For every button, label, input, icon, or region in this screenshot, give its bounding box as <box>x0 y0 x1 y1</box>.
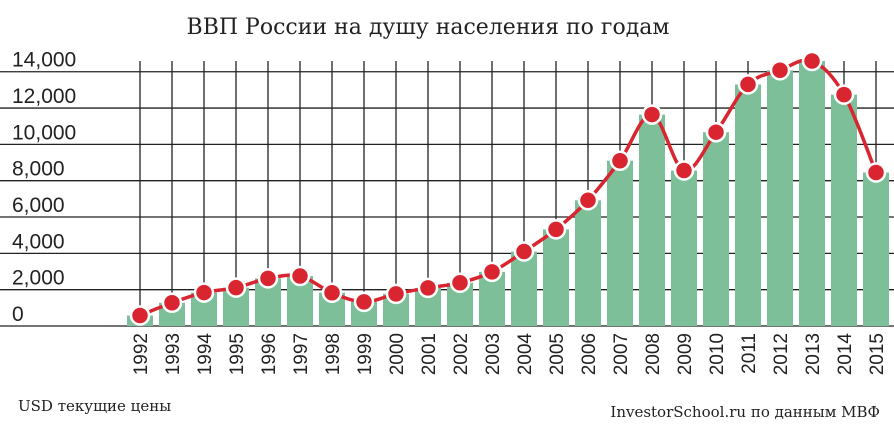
y-tick-label: 6,000 <box>12 194 65 217</box>
data-point <box>577 190 599 211</box>
y-tick-label: 0 <box>12 303 24 326</box>
data-point <box>321 282 343 304</box>
y-tick-label: 2,000 <box>12 267 65 290</box>
data-point <box>609 150 631 171</box>
x-tick-label: 1994 <box>195 333 216 376</box>
data-point <box>129 305 151 326</box>
unit-note: USD текущие цены <box>18 397 171 415</box>
bar <box>831 94 857 327</box>
bar <box>511 251 537 326</box>
x-tick-label: 2011 <box>739 333 760 374</box>
bar <box>863 172 889 326</box>
x-tick-label: 2005 <box>547 333 568 375</box>
data-point <box>417 277 439 299</box>
bar <box>799 61 825 326</box>
data-point <box>449 272 471 294</box>
x-tick-label: 2003 <box>483 333 504 375</box>
source-note: InvestorSchool.ru по данным МВФ <box>610 403 880 421</box>
y-tick-label: 14,000 <box>12 49 76 72</box>
x-tick-label: 2010 <box>707 333 728 375</box>
y-tick-label: 8,000 <box>12 158 65 181</box>
data-point <box>865 162 887 183</box>
x-tick-label: 1999 <box>355 333 376 375</box>
data-point <box>705 121 727 143</box>
data-point <box>193 282 215 303</box>
bar <box>767 70 793 327</box>
bar <box>639 114 665 326</box>
x-tick-label: 1993 <box>163 333 184 375</box>
x-tick-label: 1995 <box>227 333 248 375</box>
y-tick-label: 4,000 <box>12 230 65 253</box>
x-tick-label: 2008 <box>643 333 664 375</box>
x-tick-label: 2014 <box>835 333 856 376</box>
x-tick-label: 2001 <box>419 333 440 375</box>
x-tick-label: 1998 <box>323 333 344 375</box>
y-tick-label: 10,000 <box>12 121 76 144</box>
bar <box>671 170 697 326</box>
data-point <box>673 160 695 181</box>
x-tick-label: 2004 <box>515 333 536 376</box>
data-point <box>641 104 663 125</box>
bars <box>127 61 889 327</box>
bar <box>703 132 729 326</box>
x-tick-label: 1996 <box>259 333 280 375</box>
x-tick-label: 2013 <box>803 333 824 375</box>
data-point <box>289 265 311 287</box>
x-tick-label: 2007 <box>611 333 632 375</box>
bar <box>575 200 601 326</box>
data-point <box>833 84 855 105</box>
data-point <box>737 74 759 95</box>
bar <box>735 84 761 326</box>
line-series <box>129 50 887 326</box>
data-point <box>353 291 375 313</box>
x-tick-label: 2012 <box>771 333 792 375</box>
data-point <box>385 283 407 305</box>
x-tick-label: 2015 <box>867 333 888 375</box>
data-point <box>769 60 791 81</box>
chart-title: ВВП России на душу населения по годам <box>187 15 670 40</box>
y-tick-labels: 0 2,000 4,000 6,000 8,000 10,000 12,000 14,000 <box>12 49 76 326</box>
x-tick-label: 2009 <box>675 333 696 375</box>
data-point <box>225 277 247 298</box>
x-tick-label: 2000 <box>387 333 408 375</box>
y-tick-label: 12,000 <box>12 85 76 108</box>
data-point <box>801 50 823 72</box>
series-line <box>139 58 878 318</box>
x-tick-label: 1997 <box>291 333 312 375</box>
bar <box>543 229 569 326</box>
data-point <box>257 268 279 289</box>
bar <box>607 160 633 326</box>
x-tick-label: 1992 <box>131 333 152 375</box>
data-point <box>161 292 183 314</box>
x-tick-label: 2002 <box>451 333 472 375</box>
data-point <box>513 241 535 262</box>
data-point <box>545 219 567 240</box>
x-tick-labels: 1992 1993 1994 1995 1996 1997 1998 1999 2000 2001… <box>131 333 888 376</box>
x-tick-label: 2006 <box>579 333 600 375</box>
data-point <box>481 261 503 283</box>
